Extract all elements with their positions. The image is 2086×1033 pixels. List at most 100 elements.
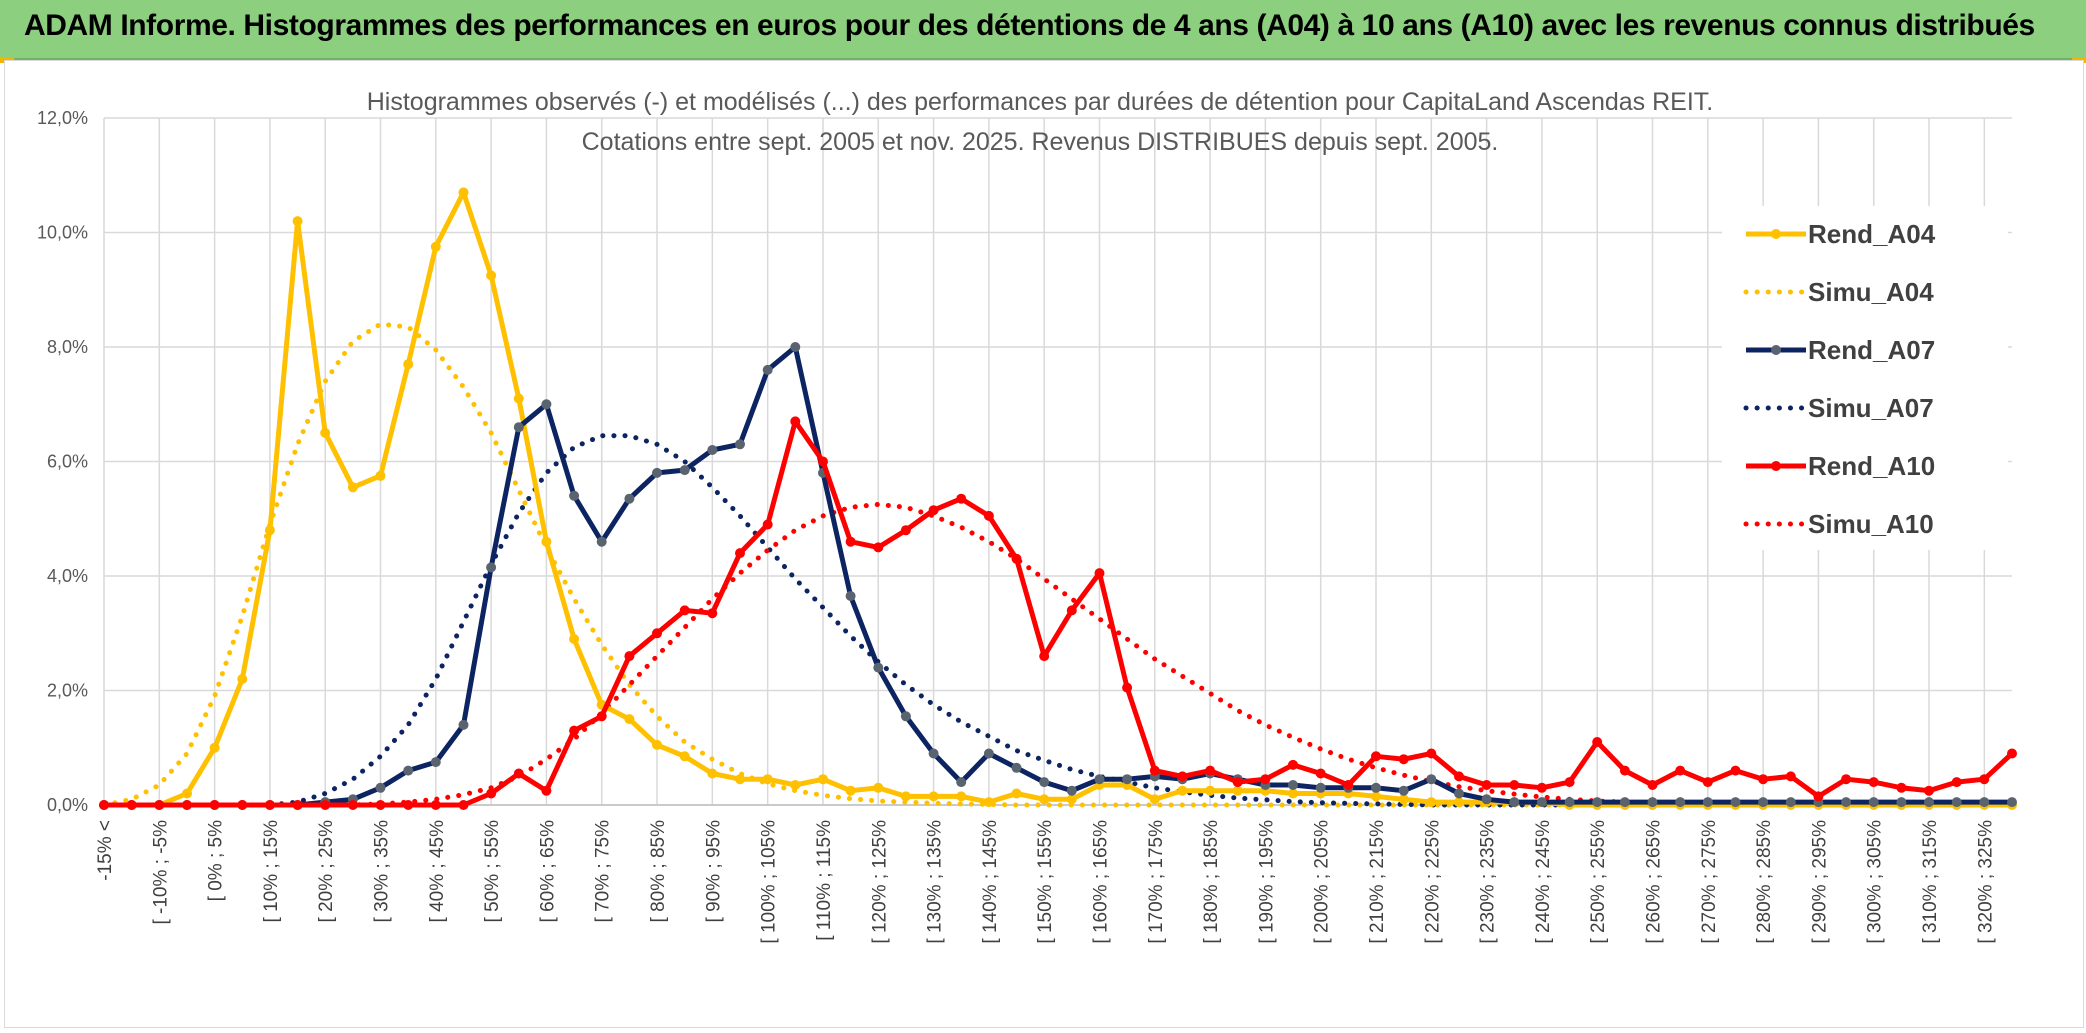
data-point-rend-a04 bbox=[735, 774, 745, 785]
legend-marker bbox=[1771, 345, 1781, 355]
data-point-rend-a10 bbox=[845, 536, 856, 547]
data-point-rend-a04 bbox=[1398, 794, 1409, 805]
legend-marker bbox=[1771, 229, 1781, 239]
x-tick-label: [ 60% ; 65% bbox=[537, 820, 558, 923]
data-point-rend-a10 bbox=[790, 416, 801, 427]
x-tick-label: [ 50% ; 55% bbox=[482, 820, 503, 923]
data-point-rend-a07 bbox=[790, 342, 801, 352]
x-tick-label: [ 230% ; 235% bbox=[1478, 820, 1499, 944]
data-point-rend-a07 bbox=[873, 662, 884, 673]
data-point-rend-a07 bbox=[1315, 782, 1326, 793]
data-point-rend-a10 bbox=[430, 800, 441, 810]
data-point-rend-a10 bbox=[1011, 553, 1022, 564]
data-point-rend-a10 bbox=[126, 800, 137, 810]
data-point-rend-a04 bbox=[1177, 785, 1188, 796]
data-point-rend-a10 bbox=[983, 510, 994, 521]
data-point-rend-a10 bbox=[1149, 765, 1160, 776]
y-tick-label: 6,0% bbox=[47, 452, 88, 472]
data-point-rend-a04 bbox=[1426, 797, 1437, 808]
series-line-simu-a07 bbox=[101, 433, 2015, 808]
data-point-rend-a10 bbox=[1675, 765, 1686, 776]
data-point-rend-a07 bbox=[1454, 788, 1464, 799]
data-point-rend-a10 bbox=[1205, 765, 1216, 776]
data-point-rend-a10 bbox=[1702, 777, 1713, 788]
x-tick-label: [ 200% ; 205% bbox=[1312, 820, 1333, 944]
data-point-rend-a10 bbox=[735, 548, 745, 559]
data-point-rend-a10 bbox=[513, 768, 524, 779]
x-tick-label: [ 280% ; 285% bbox=[1754, 820, 1775, 944]
x-tick-label: [ 140% ; 145% bbox=[980, 820, 1001, 944]
data-point-rend-a10 bbox=[1398, 754, 1409, 765]
data-point-rend-a04 bbox=[1288, 788, 1298, 799]
data-point-rend-a07 bbox=[569, 490, 580, 501]
legend-marker bbox=[1771, 461, 1781, 471]
data-point-rend-a07 bbox=[707, 445, 718, 455]
data-point-rend-a10 bbox=[347, 800, 358, 810]
x-tick-label: -15% < bbox=[95, 820, 116, 881]
data-point-rend-a10 bbox=[2007, 748, 2017, 759]
data-point-rend-a10 bbox=[1730, 765, 1741, 776]
data-point-rend-a04 bbox=[486, 270, 497, 281]
data-point-rend-a04 bbox=[624, 714, 635, 725]
data-point-rend-a10 bbox=[182, 800, 192, 810]
data-point-rend-a07 bbox=[652, 467, 662, 478]
legend-label: Rend_A10 bbox=[1808, 451, 1935, 481]
y-tick-label: 8,0% bbox=[47, 337, 88, 357]
x-tick-label: [ 250% ; 255% bbox=[1588, 820, 1609, 944]
data-point-rend-a07 bbox=[1094, 774, 1105, 785]
data-point-rend-a10 bbox=[486, 788, 497, 799]
data-point-rend-a07 bbox=[1730, 797, 1741, 808]
data-point-rend-a10 bbox=[209, 800, 220, 810]
x-tick-label: [ 100% ; 105% bbox=[759, 820, 780, 944]
data-point-rend-a04 bbox=[873, 782, 884, 793]
data-point-rend-a07 bbox=[624, 493, 635, 504]
x-axis-ticks: -15% < [ -10% ; -5% [ 0% ; 5% [ 10% ; 15% [ … bbox=[95, 820, 1996, 944]
data-point-rend-a07 bbox=[1039, 777, 1050, 788]
data-point-rend-a10 bbox=[707, 608, 718, 619]
series-line-rend-a10 bbox=[104, 418, 2014, 808]
data-point-rend-a07 bbox=[1841, 797, 1852, 808]
data-point-rend-a10 bbox=[154, 800, 165, 810]
data-point-rend-a04 bbox=[845, 785, 856, 796]
data-point-rend-a04 bbox=[347, 482, 358, 493]
y-tick-label: 12,0% bbox=[37, 108, 88, 128]
chart-title-line1: Histogrammes observés (-) et modélisés (… bbox=[367, 88, 1713, 116]
data-point-rend-a10 bbox=[264, 800, 275, 810]
data-point-rend-a04 bbox=[182, 788, 192, 799]
data-point-rend-a07 bbox=[679, 465, 690, 476]
data-point-rend-a07 bbox=[956, 777, 967, 788]
data-point-rend-a07 bbox=[1066, 785, 1077, 796]
data-point-rend-a10 bbox=[320, 800, 331, 810]
data-point-rend-a07 bbox=[1785, 797, 1796, 808]
legend-label: Simu_A04 bbox=[1808, 277, 1934, 307]
data-point-rend-a10 bbox=[1094, 568, 1105, 579]
y-tick-label: 0,0% bbox=[47, 795, 88, 815]
data-point-rend-a07 bbox=[928, 748, 939, 759]
data-point-rend-a07 bbox=[1426, 774, 1437, 785]
data-point-rend-a04 bbox=[928, 791, 939, 802]
x-tick-label: [ 310% ; 315% bbox=[1920, 820, 1941, 944]
data-point-rend-a10 bbox=[818, 456, 828, 467]
data-point-rend-a07 bbox=[513, 422, 524, 433]
data-point-rend-a07 bbox=[2007, 797, 2017, 808]
data-point-rend-a04 bbox=[569, 634, 580, 644]
data-point-rend-a10 bbox=[237, 800, 248, 810]
data-point-rend-a10 bbox=[1315, 768, 1326, 779]
data-point-rend-a10 bbox=[1979, 774, 1990, 785]
data-point-rend-a07 bbox=[1371, 782, 1381, 793]
x-tick-label: [ 190% ; 195% bbox=[1256, 820, 1277, 944]
data-point-rend-a07 bbox=[1011, 762, 1022, 773]
data-point-rend-a10 bbox=[900, 525, 911, 536]
legend-box bbox=[1722, 206, 2008, 550]
data-point-rend-a04 bbox=[403, 359, 414, 370]
data-point-rend-a07 bbox=[1647, 797, 1658, 808]
data-point-rend-a07 bbox=[983, 748, 994, 759]
data-point-rend-a10 bbox=[652, 628, 662, 639]
data-point-rend-a10 bbox=[375, 800, 386, 810]
data-point-rend-a07 bbox=[900, 711, 911, 722]
data-point-rend-a07 bbox=[1481, 794, 1492, 805]
x-tick-label: [ 260% ; 265% bbox=[1644, 820, 1665, 944]
data-point-rend-a10 bbox=[1066, 605, 1077, 616]
x-tick-label: [ 0% ; 5% bbox=[206, 820, 227, 901]
